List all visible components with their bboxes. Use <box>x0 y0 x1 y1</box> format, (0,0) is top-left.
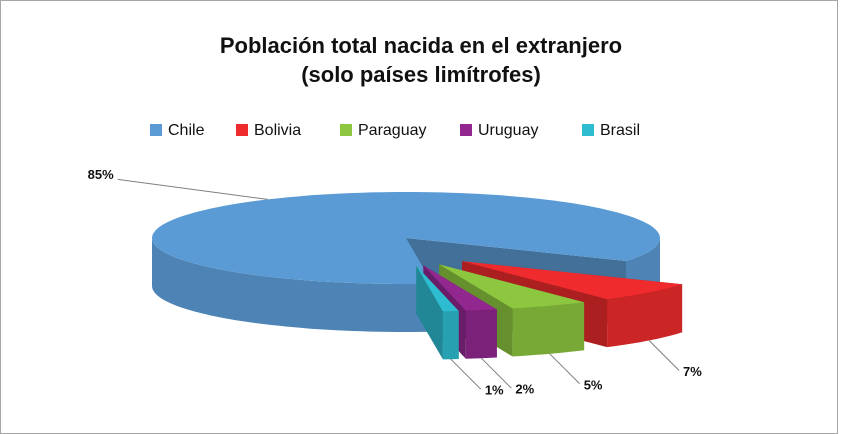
legend-label: Brasil <box>600 122 640 139</box>
slice-wall <box>465 309 497 359</box>
legend-swatch <box>582 124 594 136</box>
data-label: 5% <box>584 377 603 392</box>
slice <box>423 265 497 311</box>
chart-title: Población total nacida en el extranjero <box>220 33 622 58</box>
slice-wall <box>152 238 433 332</box>
slice <box>152 192 660 284</box>
legend-swatch <box>460 124 472 136</box>
legend-label: Uruguay <box>478 122 538 139</box>
leader-line <box>450 358 482 390</box>
chart-title: (solo países limítrofes) <box>301 62 541 87</box>
slice-wall <box>442 311 459 360</box>
legend-label: Chile <box>168 122 205 139</box>
slice <box>439 264 585 309</box>
legend-swatch <box>340 124 352 136</box>
leader-line <box>117 178 268 200</box>
legend-swatch <box>236 124 248 136</box>
leader-line <box>648 340 680 371</box>
data-label: 1% <box>485 383 504 398</box>
legend-label: Paraguay <box>358 122 427 139</box>
legend-label: Bolivia <box>254 122 301 139</box>
data-label: 7% <box>683 364 702 379</box>
legend-swatch <box>150 124 162 136</box>
leader-line <box>481 357 512 389</box>
slice-wall <box>607 284 683 348</box>
data-label: 2% <box>515 382 534 397</box>
slice <box>416 265 459 312</box>
slice-wall <box>512 302 585 357</box>
slice-side <box>416 265 443 360</box>
slice <box>462 261 683 300</box>
data-label: 85% <box>88 167 114 182</box>
leader-line <box>549 353 581 385</box>
